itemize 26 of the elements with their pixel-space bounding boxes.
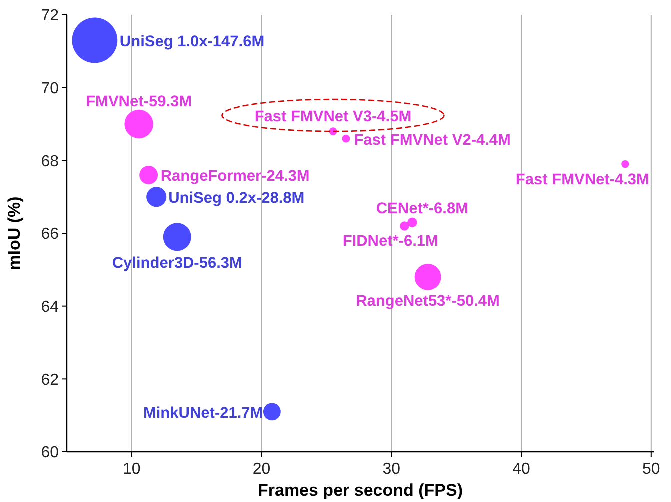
annotation: UniSeg 0.2x-28.8M	[168, 190, 305, 208]
y-axis-title: mIoU (%)	[5, 196, 24, 270]
annotation: RangeFormer-24.3M	[160, 168, 310, 186]
x-tick-label: 30	[382, 461, 401, 478]
x-axis-title: Frames per second (FPS)	[258, 481, 464, 500]
annotation: CENet*-6.8M	[376, 200, 469, 218]
y-tick-label: 66	[41, 226, 60, 244]
annotation: Fast FMVNet V3-4.5M	[254, 108, 412, 126]
y-tick-label: 68	[41, 153, 60, 170]
x-tick-label: 50	[642, 461, 660, 478]
annotation: UniSeg 1.0x-147.6M	[120, 33, 265, 50]
x-tick-label: 20	[252, 461, 271, 478]
y-tick-label: 72	[41, 8, 60, 25]
x-tick-label: 40	[512, 461, 531, 478]
y-tick-label: 62	[41, 372, 60, 389]
annotation: MinkUNet-21.7M	[143, 404, 264, 422]
y-tick-label: 70	[41, 80, 60, 98]
annotation: RangeNet53*-50.4M	[356, 293, 500, 310]
x-tick-label: 10	[123, 461, 141, 478]
annotation: Fast FMVNet-4.3M	[516, 171, 650, 188]
annotation: Cylinder3D-56.3M	[112, 255, 242, 272]
annotation: Fast FMVNet V2-4.4M	[354, 132, 511, 149]
y-tick-label: 64	[41, 298, 60, 316]
annotation: FIDNet*-6.1M	[342, 233, 438, 250]
y-tick-label: 60	[41, 444, 60, 462]
annotation: FMVNet-59.3M	[86, 93, 192, 110]
